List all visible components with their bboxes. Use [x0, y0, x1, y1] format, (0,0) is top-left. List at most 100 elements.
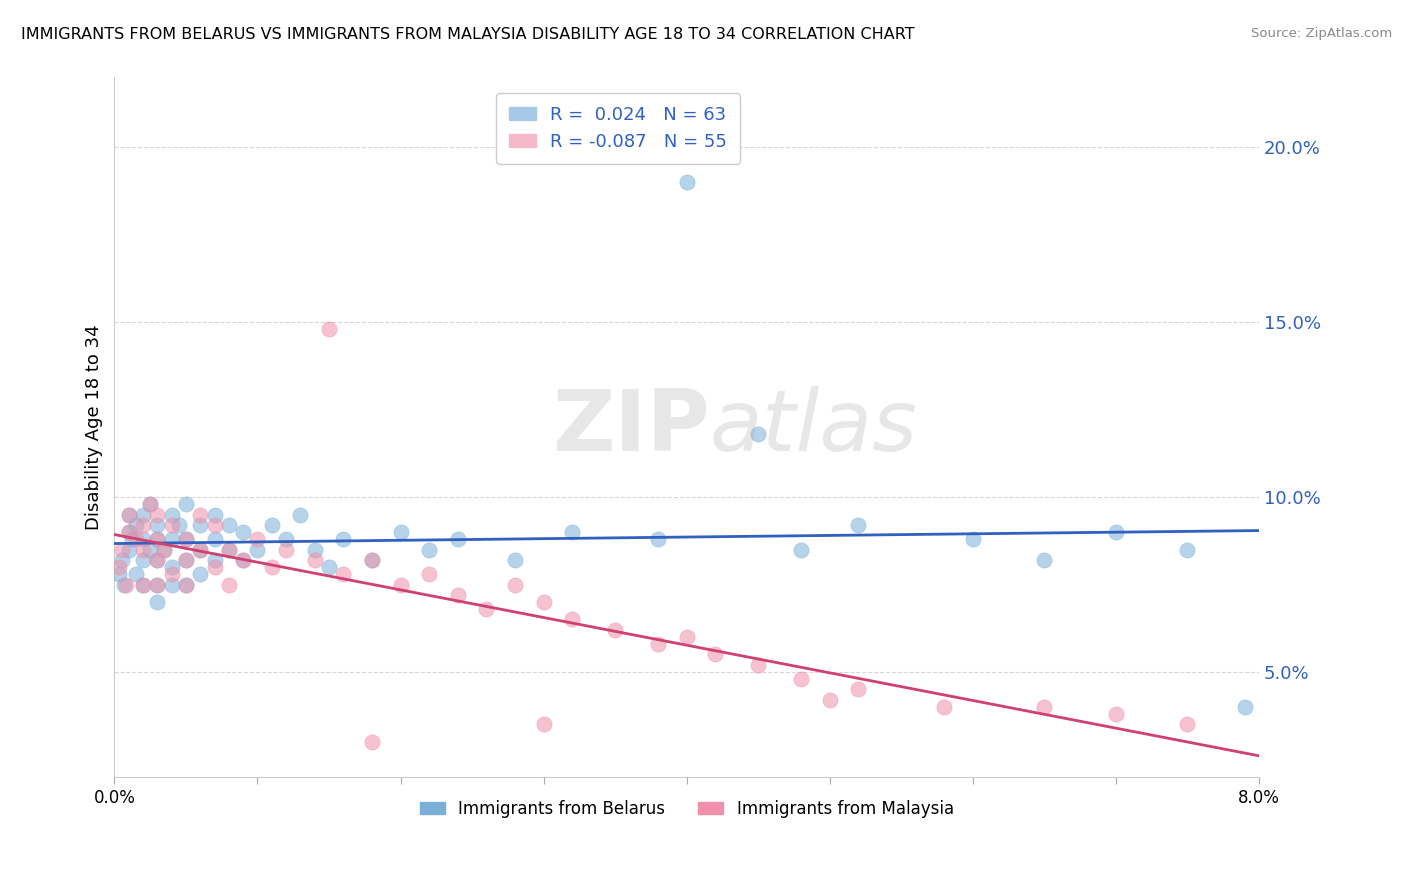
Point [260, 518, 283, 533]
Point [361, 553, 384, 567]
Point [167, 518, 190, 533]
Point [118, 508, 141, 522]
Point [232, 553, 254, 567]
Point [188, 518, 211, 533]
Point [146, 518, 169, 533]
Point [132, 508, 155, 522]
Point [146, 532, 169, 546]
Point [160, 577, 183, 591]
Point [204, 508, 226, 522]
Point [418, 567, 440, 582]
Point [389, 577, 412, 591]
Point [647, 637, 669, 651]
Point [218, 542, 240, 557]
Point [447, 588, 470, 602]
Text: IMMIGRANTS FROM BELARUS VS IMMIGRANTS FROM MALAYSIA DISABILITY AGE 18 TO 34 CORR: IMMIGRANTS FROM BELARUS VS IMMIGRANTS FR… [21, 27, 915, 42]
Point [274, 532, 297, 546]
Point [218, 577, 240, 591]
Point [188, 542, 211, 557]
Point [790, 672, 813, 686]
Point [818, 693, 841, 707]
Point [290, 508, 312, 522]
Point [318, 560, 340, 574]
Y-axis label: Disability Age 18 to 34: Disability Age 18 to 34 [86, 325, 103, 530]
Point [204, 518, 226, 533]
Point [160, 567, 183, 582]
Point [146, 508, 169, 522]
Point [1175, 542, 1198, 557]
Point [1233, 700, 1256, 714]
Point [125, 518, 148, 533]
Point [318, 322, 340, 336]
Point [675, 175, 697, 189]
Point [132, 532, 155, 546]
Point [118, 524, 141, 539]
Point [533, 595, 555, 609]
Point [110, 553, 132, 567]
Legend: Immigrants from Belarus, Immigrants from Malaysia: Immigrants from Belarus, Immigrants from… [413, 793, 960, 824]
Point [747, 427, 769, 442]
Point [160, 508, 183, 522]
Point [218, 542, 240, 557]
Point [361, 553, 384, 567]
Point [647, 532, 669, 546]
Point [118, 508, 141, 522]
Point [153, 542, 176, 557]
Text: Source: ZipAtlas.com: Source: ZipAtlas.com [1251, 27, 1392, 40]
Text: atlas: atlas [710, 385, 918, 468]
Point [1175, 717, 1198, 731]
Point [160, 518, 183, 533]
Point [204, 560, 226, 574]
Point [246, 542, 269, 557]
Point [132, 577, 155, 591]
Point [132, 553, 155, 567]
Point [846, 682, 869, 697]
Point [503, 553, 526, 567]
Point [146, 553, 169, 567]
Point [118, 542, 141, 557]
Point [603, 623, 626, 637]
Point [174, 497, 197, 511]
Point [146, 577, 169, 591]
Text: ZIP: ZIP [551, 385, 710, 468]
Point [139, 497, 162, 511]
Point [503, 577, 526, 591]
Point [125, 567, 148, 582]
Point [174, 577, 197, 591]
Point [188, 567, 211, 582]
Point [704, 648, 727, 662]
Point [110, 542, 132, 557]
Point [418, 542, 440, 557]
Point [361, 735, 384, 749]
Point [146, 553, 169, 567]
Point [132, 577, 155, 591]
Point [204, 553, 226, 567]
Point [125, 532, 148, 546]
Point [174, 532, 197, 546]
Point [1033, 700, 1056, 714]
Point [115, 577, 138, 591]
Point [304, 542, 326, 557]
Point [561, 613, 583, 627]
Point [389, 524, 412, 539]
Point [962, 532, 984, 546]
Point [146, 532, 169, 546]
Point [146, 577, 169, 591]
Point [112, 577, 135, 591]
Point [139, 542, 162, 557]
Point [121, 532, 143, 546]
Point [160, 532, 183, 546]
Point [188, 542, 211, 557]
Point [132, 518, 155, 533]
Point [1105, 706, 1128, 721]
Point [246, 532, 269, 546]
Point [174, 553, 197, 567]
Point [107, 567, 129, 582]
Point [1033, 553, 1056, 567]
Point [274, 542, 297, 557]
Point [146, 595, 169, 609]
Point [204, 532, 226, 546]
Point [304, 553, 326, 567]
Point [174, 532, 197, 546]
Point [218, 518, 240, 533]
